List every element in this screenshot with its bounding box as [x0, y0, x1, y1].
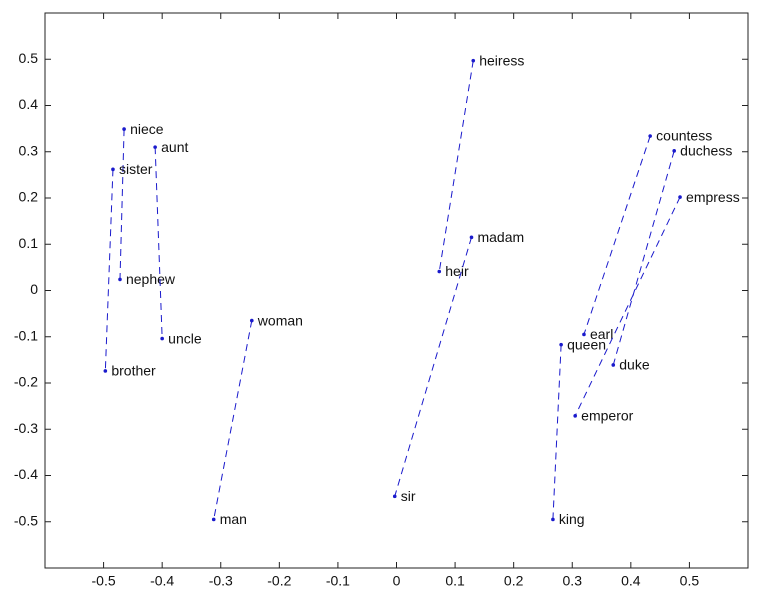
point-label: brother [111, 363, 156, 379]
point [471, 58, 476, 63]
x-tick-label: 0.2 [504, 573, 524, 589]
y-tick-label: 0.3 [19, 142, 39, 158]
point [160, 336, 164, 341]
point-label: queen [567, 336, 606, 352]
point [249, 318, 254, 323]
pair-line [612, 150, 675, 366]
x-tick-label: -0.2 [267, 573, 291, 589]
pair-line [583, 135, 651, 335]
x-tick-label: -0.4 [150, 573, 174, 589]
x-tick-label: -0.1 [326, 573, 350, 589]
point [672, 149, 676, 153]
x-tick-label: 0.3 [563, 573, 583, 589]
x-tick-label: -0.3 [209, 573, 233, 589]
point [611, 363, 616, 367]
pair-line [213, 320, 253, 520]
pair-line [574, 196, 681, 417]
x-tick-label: 0.1 [445, 573, 465, 589]
y-tick-label: -0.4 [14, 466, 38, 482]
point-label: madam [477, 229, 524, 245]
point-label: countess [656, 128, 712, 144]
point-label: aunt [161, 139, 188, 155]
point [678, 195, 682, 199]
pair-line [154, 147, 163, 339]
point-label: earl [590, 326, 613, 342]
pair-line [104, 169, 114, 371]
point [469, 235, 474, 240]
point [153, 145, 157, 149]
point [573, 414, 577, 418]
point-label: empress [686, 189, 740, 205]
y-tick-label: 0.5 [19, 50, 39, 66]
y-tick-label: 0.1 [19, 235, 39, 251]
point-label: duchess [680, 143, 732, 159]
point-label: emperor [581, 408, 633, 424]
pair-line [119, 129, 125, 280]
point-label: king [559, 511, 585, 527]
y-tick-label: 0.2 [19, 189, 39, 205]
x-tick-label: 0.5 [680, 573, 700, 589]
point-label: duke [619, 357, 650, 373]
point-label: woman [257, 312, 303, 328]
plot-frame [44, 12, 749, 569]
point-label: nephew [126, 271, 176, 287]
point-label: sister [119, 161, 153, 177]
point [118, 277, 122, 282]
point [582, 332, 586, 337]
y-tick-label: 0 [30, 281, 38, 297]
pair-line [438, 60, 474, 272]
x-tick-label: 0.4 [621, 573, 641, 589]
point [551, 517, 555, 522]
pair-line [394, 237, 472, 497]
point [392, 494, 397, 499]
x-tick-label: -0.5 [92, 573, 116, 589]
y-tick-label: 0.4 [19, 96, 39, 112]
x-tick-label: 0 [393, 573, 401, 589]
point-label: uncle [168, 330, 202, 346]
point [648, 134, 652, 138]
y-tick-label: -0.2 [14, 374, 38, 390]
pair-line [552, 344, 562, 520]
point [437, 269, 442, 274]
y-tick-label: -0.5 [14, 512, 38, 528]
point-label: man [220, 511, 247, 527]
point [559, 342, 563, 347]
point [103, 369, 108, 373]
point-label: heiress [479, 52, 524, 68]
point [122, 127, 126, 131]
point-label: heir [445, 263, 469, 279]
point-label: sir [401, 488, 416, 504]
point [111, 167, 115, 172]
y-tick-label: -0.1 [14, 327, 38, 343]
point [211, 517, 216, 522]
y-tick-label: -0.3 [14, 420, 38, 436]
point-label: niece [130, 121, 164, 137]
